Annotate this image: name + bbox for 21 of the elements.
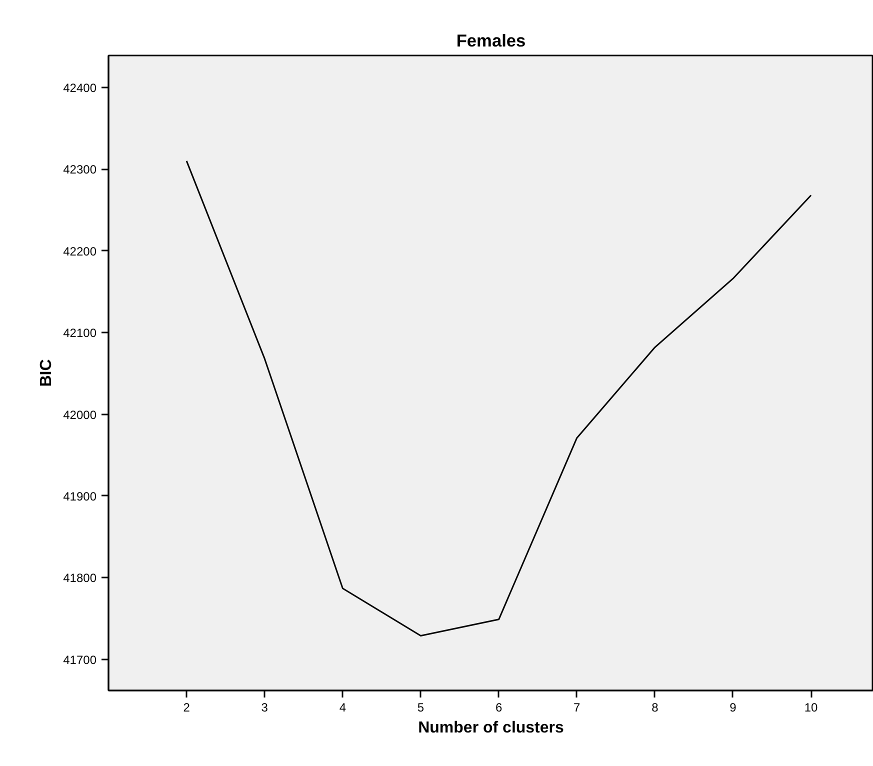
x-tick-label: 9 — [730, 700, 737, 714]
x-tick-label: 4 — [339, 700, 346, 714]
x-tick-label: 3 — [261, 700, 268, 714]
x-tick-label: 2 — [183, 700, 190, 714]
y-tick-label: 41900 — [63, 489, 97, 504]
y-tick-label: 42300 — [63, 162, 97, 177]
y-tick-label: 42200 — [63, 244, 97, 258]
y-tick-label: 42400 — [63, 80, 97, 95]
chart-title: Females — [456, 30, 526, 50]
x-tick-label: 10 — [804, 700, 818, 714]
x-tick-label: 6 — [495, 700, 502, 714]
y-axis-title: BIC — [38, 358, 56, 387]
x-tick-label: 8 — [652, 700, 659, 714]
y-tick-label: 41800 — [63, 571, 97, 586]
line-series — [186, 160, 812, 636]
x-axis-title: Number of clusters — [418, 720, 564, 736]
x-tick-label: 7 — [574, 700, 581, 714]
y-tick-label: 42100 — [63, 326, 97, 340]
y-tick-label: 41700 — [63, 652, 97, 667]
x-tick-label: 5 — [417, 700, 424, 714]
y-tick-label: 42000 — [63, 408, 97, 422]
